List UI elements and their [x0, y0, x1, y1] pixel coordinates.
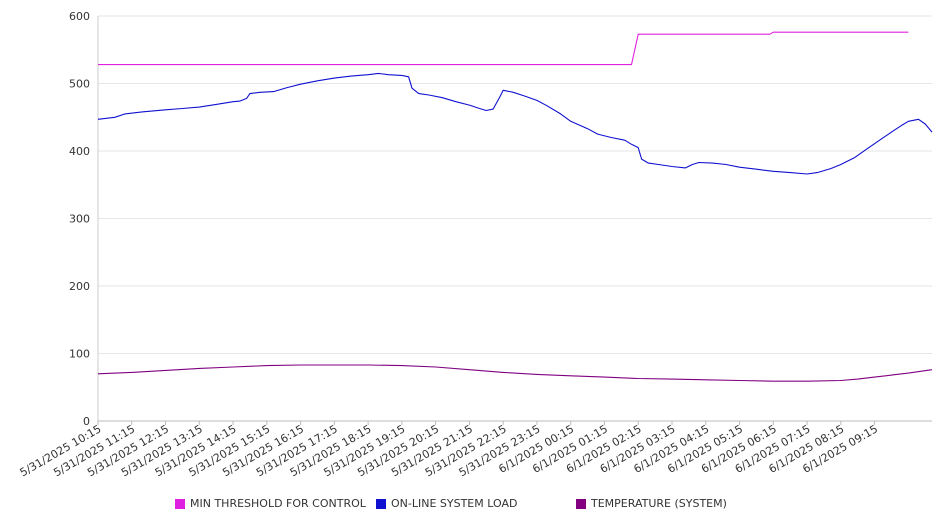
legend-label-system-load: ON-LINE SYSTEM LOAD — [391, 497, 518, 510]
chart-legend: MIN THRESHOLD FOR CONTROL ON-LINE SYSTEM… — [0, 497, 946, 515]
series-line-system-load — [97, 72, 933, 175]
legend-item-system-load[interactable]: ON-LINE SYSTEM LOAD — [376, 497, 517, 510]
legend-swatch-temperature — [576, 498, 586, 509]
legend-item-temperature[interactable]: TEMPERATURE (SYSTEM) — [576, 497, 727, 510]
y-tick-label: 200 — [69, 280, 90, 293]
legend-item-min-threshold[interactable]: MIN THRESHOLD FOR CONTROL — [175, 497, 366, 510]
y-tick-label: 500 — [69, 78, 90, 91]
legend-label-min-threshold: MIN THRESHOLD FOR CONTROL — [190, 497, 366, 510]
y-tick-label: 600 — [69, 10, 90, 23]
y-tick-label: 0 — [83, 415, 90, 428]
legend-label-temperature: TEMPERATURE (SYSTEM) — [591, 497, 727, 510]
series-line-min-threshold — [98, 31, 909, 66]
series-line-temperature — [97, 364, 933, 382]
legend-swatch-system-load — [376, 498, 386, 509]
y-tick-label: 300 — [69, 213, 90, 226]
legend-swatch-min-threshold — [175, 498, 185, 509]
y-tick-label: 100 — [69, 348, 90, 361]
y-tick-label: 400 — [69, 145, 90, 158]
